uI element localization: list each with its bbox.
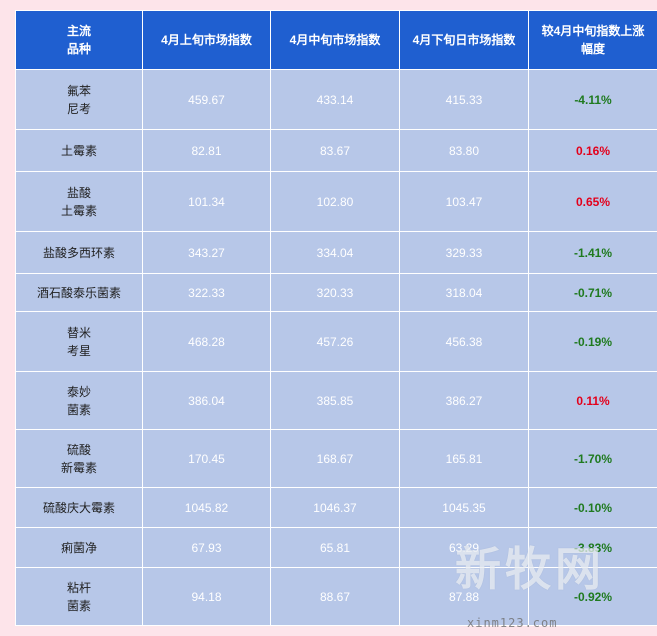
price-index-table: 主流 品种 4月上旬市场指数 4月中旬市场指数 4月下旬日市场指数 较4月中旬指… (15, 10, 657, 626)
product-cell: 粘杆 菌素 (15, 567, 143, 626)
mid-april-index-cell: 88.67 (270, 567, 400, 626)
change-percent-cell: -3.83% (528, 527, 657, 568)
table-row: 硫酸庆大霉素 1045.82 1046.37 1045.35 -0.10% (15, 487, 657, 528)
early-april-index-cell: 101.34 (142, 171, 271, 232)
product-cell: 氟苯 尼考 (15, 69, 143, 130)
table-row: 替米 考星 468.28 457.26 456.38 -0.19% (15, 311, 657, 372)
late-april-index-cell: 63.29 (399, 527, 529, 568)
table-row: 硫酸 新霉素 170.45 168.67 165.81 -1.70% (15, 429, 657, 488)
product-cell: 盐酸 土霉素 (15, 171, 143, 232)
late-april-index-cell: 329.33 (399, 231, 529, 274)
header-change-vs-mid-april: 较4月中旬指数上涨 幅度 (528, 10, 657, 70)
mid-april-index-cell: 168.67 (270, 429, 400, 488)
change-percent-cell: -4.11% (528, 69, 657, 130)
product-cell: 痢菌净 (15, 527, 143, 568)
change-percent-cell: -1.41% (528, 231, 657, 274)
product-cell: 硫酸 新霉素 (15, 429, 143, 488)
mid-april-index-cell: 433.14 (270, 69, 400, 130)
mid-april-index-cell: 385.85 (270, 371, 400, 430)
early-april-index-cell: 170.45 (142, 429, 271, 488)
change-percent-cell: -0.92% (528, 567, 657, 626)
mid-april-index-cell: 457.26 (270, 311, 400, 372)
table-row: 酒石酸泰乐菌素 322.33 320.33 318.04 -0.71% (15, 273, 657, 312)
mid-april-index-cell: 83.67 (270, 129, 400, 172)
table-row: 粘杆 菌素 94.18 88.67 87.88 -0.92% (15, 567, 657, 626)
product-cell: 土霉素 (15, 129, 143, 172)
late-april-index-cell: 83.80 (399, 129, 529, 172)
table-header-row: 主流 品种 4月上旬市场指数 4月中旬市场指数 4月下旬日市场指数 较4月中旬指… (15, 10, 657, 70)
early-april-index-cell: 322.33 (142, 273, 271, 312)
mid-april-index-cell: 65.81 (270, 527, 400, 568)
early-april-index-cell: 459.67 (142, 69, 271, 130)
late-april-index-cell: 456.38 (399, 311, 529, 372)
late-april-index-cell: 103.47 (399, 171, 529, 232)
header-product: 主流 品种 (15, 10, 143, 70)
late-april-index-cell: 415.33 (399, 69, 529, 130)
product-cell: 盐酸多西环素 (15, 231, 143, 274)
header-mid-april-index: 4月中旬市场指数 (270, 10, 400, 70)
mid-april-index-cell: 102.80 (270, 171, 400, 232)
product-cell: 替米 考星 (15, 311, 143, 372)
table-row: 土霉素 82.81 83.67 83.80 0.16% (15, 129, 657, 172)
early-april-index-cell: 94.18 (142, 567, 271, 626)
change-percent-cell: -0.19% (528, 311, 657, 372)
change-percent-cell: -1.70% (528, 429, 657, 488)
late-april-index-cell: 1045.35 (399, 487, 529, 528)
early-april-index-cell: 468.28 (142, 311, 271, 372)
change-percent-cell: -0.10% (528, 487, 657, 528)
late-april-index-cell: 87.88 (399, 567, 529, 626)
change-percent-cell: 0.11% (528, 371, 657, 430)
early-april-index-cell: 1045.82 (142, 487, 271, 528)
table-body: 氟苯 尼考 459.67 433.14 415.33 -4.11% 土霉素 82.81 83.… (15, 69, 657, 626)
product-cell: 泰妙 菌素 (15, 371, 143, 430)
mid-april-index-cell: 334.04 (270, 231, 400, 274)
mid-april-index-cell: 1046.37 (270, 487, 400, 528)
table-row: 盐酸 土霉素 101.34 102.80 103.47 0.65% (15, 171, 657, 232)
header-late-april-index: 4月下旬日市场指数 (399, 10, 529, 70)
late-april-index-cell: 318.04 (399, 273, 529, 312)
product-cell: 硫酸庆大霉素 (15, 487, 143, 528)
late-april-index-cell: 386.27 (399, 371, 529, 430)
product-cell: 酒石酸泰乐菌素 (15, 273, 143, 312)
early-april-index-cell: 67.93 (142, 527, 271, 568)
early-april-index-cell: 386.04 (142, 371, 271, 430)
table-row: 盐酸多西环素 343.27 334.04 329.33 -1.41% (15, 231, 657, 274)
late-april-index-cell: 165.81 (399, 429, 529, 488)
change-percent-cell: 0.16% (528, 129, 657, 172)
change-percent-cell: 0.65% (528, 171, 657, 232)
early-april-index-cell: 343.27 (142, 231, 271, 274)
mid-april-index-cell: 320.33 (270, 273, 400, 312)
early-april-index-cell: 82.81 (142, 129, 271, 172)
header-early-april-index: 4月上旬市场指数 (142, 10, 271, 70)
table-row: 痢菌净 67.93 65.81 63.29 -3.83% (15, 527, 657, 568)
table-row: 泰妙 菌素 386.04 385.85 386.27 0.11% (15, 371, 657, 430)
table-row: 氟苯 尼考 459.67 433.14 415.33 -4.11% (15, 69, 657, 130)
change-percent-cell: -0.71% (528, 273, 657, 312)
